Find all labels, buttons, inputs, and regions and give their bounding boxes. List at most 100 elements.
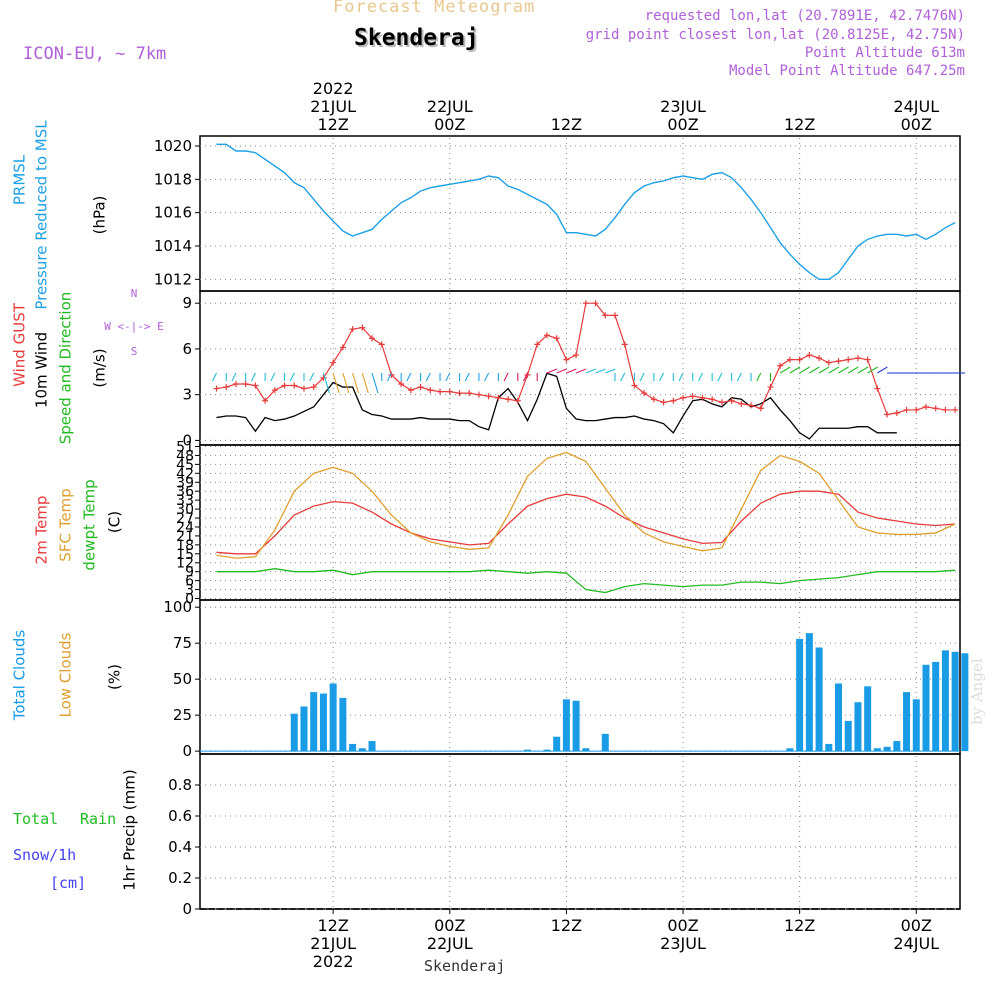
cloud-bar [339, 698, 346, 751]
gust-marker [330, 360, 336, 366]
gust-marker [214, 386, 220, 392]
temp-sfc-label: SFC Temp [57, 488, 75, 561]
value-tick-label: 51 [176, 439, 194, 455]
cloud-bar [922, 665, 929, 751]
wind-direction-arrow [290, 373, 294, 381]
gust-marker [456, 390, 462, 396]
gust-marker [418, 384, 424, 390]
gust-marker [670, 398, 676, 404]
gust-marker [952, 407, 958, 413]
wind-unit: (m/s) [91, 348, 109, 387]
wind-direction-arrow [426, 373, 430, 381]
gust-marker [350, 326, 356, 332]
value-tick-label: 0.2 [168, 869, 192, 887]
wind-direction-arrow [566, 369, 576, 373]
cloud-bar [864, 686, 871, 751]
bottom-time-label: 00Z [667, 916, 698, 935]
wind-direction-arrow [877, 367, 887, 373]
cloud-bar [300, 707, 307, 752]
cloud-bar [310, 692, 317, 751]
cloud-bar [786, 748, 793, 751]
gust-marker [884, 412, 890, 418]
cloud-bar [874, 748, 881, 751]
wind-direction-arrow [557, 369, 567, 373]
cloud-bar [291, 714, 298, 751]
gust-marker [923, 404, 929, 410]
cloud-bar [796, 639, 803, 751]
wind-gust-label: Wind GUST [11, 302, 29, 387]
wind-direction-arrow [757, 373, 761, 381]
bottom-time-label: 12Z [317, 916, 348, 935]
gust-marker [904, 407, 910, 413]
gust-marker [233, 381, 239, 387]
cloud-bar [816, 647, 823, 751]
rain-label: Rain [80, 810, 116, 828]
wind-direction-label: Speed and Direction [57, 292, 75, 445]
value-tick-label: 0 [182, 900, 192, 918]
top-time-label: 22JUL [427, 97, 473, 116]
wind-direction-arrow [465, 373, 469, 381]
gust-marker [894, 410, 900, 416]
bottom-time-label: 21JUL [310, 934, 356, 953]
wind-direction-arrow [829, 367, 839, 373]
cloud-bar [349, 744, 356, 751]
top-time-label: 12Z [317, 115, 348, 134]
bottom-time-label: 23JUL [660, 934, 706, 953]
gust-marker [301, 386, 307, 392]
cloud-bar [563, 699, 570, 751]
wind-direction-arrow [232, 373, 236, 381]
gust-marker [797, 357, 803, 363]
gust-marker [447, 389, 453, 395]
gust-marker [680, 395, 686, 401]
gust-marker [505, 396, 511, 402]
gust-marker [661, 399, 667, 405]
gust-marker [738, 401, 744, 407]
gust-marker [933, 405, 939, 411]
gust-marker [651, 396, 657, 402]
value-tick-label: 75 [173, 634, 192, 652]
gust-marker [573, 352, 579, 358]
meteogram-chart: 202221JUL12Z22JUL00Z 12Z23JUL00Z 12Z24JUL0… [0, 0, 1000, 1000]
gust-marker [816, 355, 822, 361]
value-tick-label: 6 [182, 340, 192, 358]
value-tick-label: 3 [182, 386, 192, 404]
cloud-bar [884, 747, 891, 751]
top-time-label: 23JUL [660, 97, 706, 116]
gust-marker [408, 387, 414, 393]
value-tick-label: 9 [182, 294, 192, 312]
wind-direction-arrow [640, 373, 644, 381]
top-time-label: 12Z [784, 115, 815, 134]
wind-direction-arrow [504, 373, 508, 381]
wind-direction-arrow [547, 369, 557, 373]
top-time-label: 00Z [901, 115, 932, 134]
bottom-time-label: 00Z [901, 916, 932, 935]
gust-marker [486, 393, 492, 399]
cloud-unit: (%) [106, 664, 124, 690]
wind-direction-arrow [213, 373, 217, 381]
wind-direction-arrow [605, 369, 615, 373]
value-tick-label: 1014 [154, 237, 192, 255]
gust-marker [583, 300, 589, 306]
value-tick-label: 1018 [154, 170, 192, 188]
bottom-time-label: 00Z [434, 916, 465, 935]
gust-marker [845, 357, 851, 363]
bottom-time-label: 2022 [313, 952, 354, 971]
gust-marker [437, 389, 443, 395]
panel-frame-5 [200, 754, 960, 909]
wind-direction-arrow [698, 373, 702, 381]
gust-marker [942, 407, 948, 413]
gust-line [217, 303, 956, 414]
gust-marker [291, 383, 297, 389]
temp-dewpoint-label: dewpt Temp [81, 479, 99, 570]
temp-2m-label: 2m Temp [33, 496, 51, 565]
gust-marker [379, 341, 385, 347]
bottom-time-label: 12Z [784, 916, 815, 935]
snow-unit-label: [cm] [50, 874, 86, 892]
wind-direction-arrow [858, 367, 868, 373]
gust-marker [777, 363, 783, 369]
wind-direction-arrow [586, 369, 596, 373]
value-tick-label: 25 [173, 706, 192, 724]
wind-direction-arrow [809, 367, 819, 373]
total-clouds-label: Total Clouds [11, 630, 29, 722]
wind-direction-arrow [660, 373, 664, 381]
